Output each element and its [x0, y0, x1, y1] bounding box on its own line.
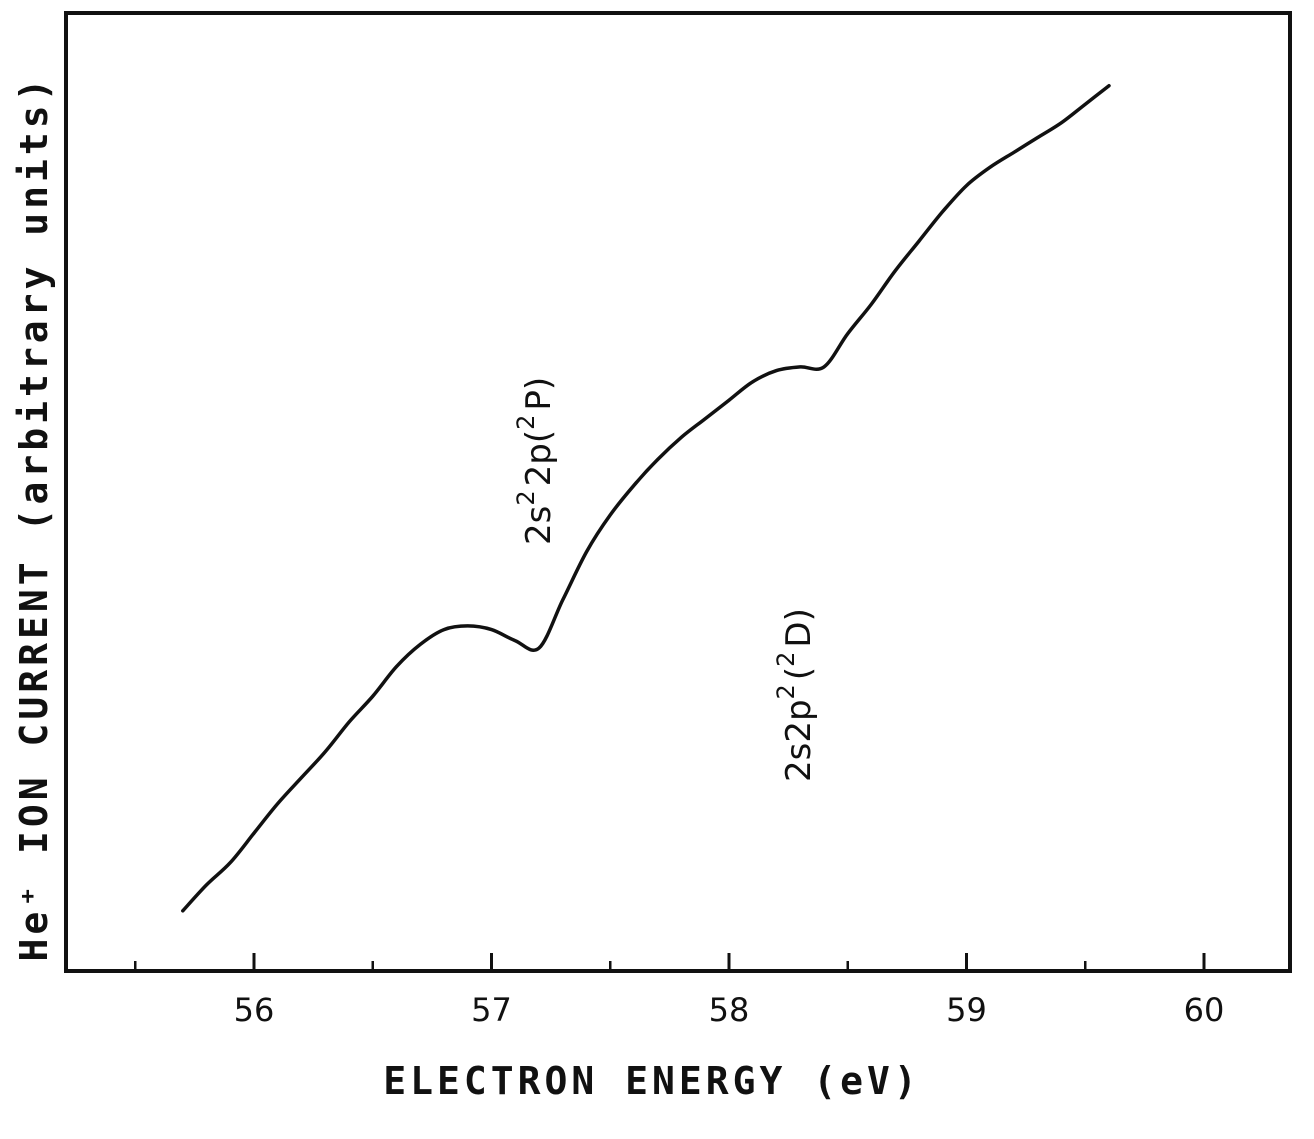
annotation-mid: ( — [779, 667, 819, 680]
y-axis-title: He⁺ ION CURRENT (arbitrary units) — [12, 75, 56, 962]
annotation-sup: 2 — [512, 415, 540, 430]
x-tick-label: 57 — [471, 991, 512, 1029]
annotation-sup: 2 — [772, 684, 800, 699]
x-axis-tick-labels: 56 57 58 59 60 — [234, 991, 1225, 1029]
x-tick-label: 58 — [709, 991, 750, 1029]
annotation-sup: 2 — [512, 490, 540, 505]
series-line — [181, 83, 1111, 913]
annotation-term: P) — [519, 377, 559, 411]
annotation-term: D) — [779, 608, 819, 647]
annotation-2s2-2p-2P: 2s22p(2P) — [512, 377, 559, 545]
plot-frame — [64, 11, 1292, 973]
svg-text:2s2p2(2D): 2s2p2(2D) — [772, 608, 819, 782]
x-tick-label: 56 — [234, 991, 275, 1029]
annotation-2s2p2-2D: 2s2p2(2D) — [772, 608, 819, 782]
x-axis-ticks — [134, 953, 1206, 971]
annotation-sup: 2 — [772, 652, 800, 667]
annotation-config: 2s — [519, 506, 559, 545]
annotation-config: 2s2p — [779, 699, 819, 782]
svg-text:2s22p(2P): 2s22p(2P) — [512, 377, 559, 545]
x-tick-label: 60 — [1184, 991, 1225, 1029]
x-tick-label: 59 — [946, 991, 987, 1029]
annotation-mid: 2p( — [519, 430, 559, 486]
x-axis-title: ELECTRON ENERGY (eV) — [383, 1059, 921, 1103]
